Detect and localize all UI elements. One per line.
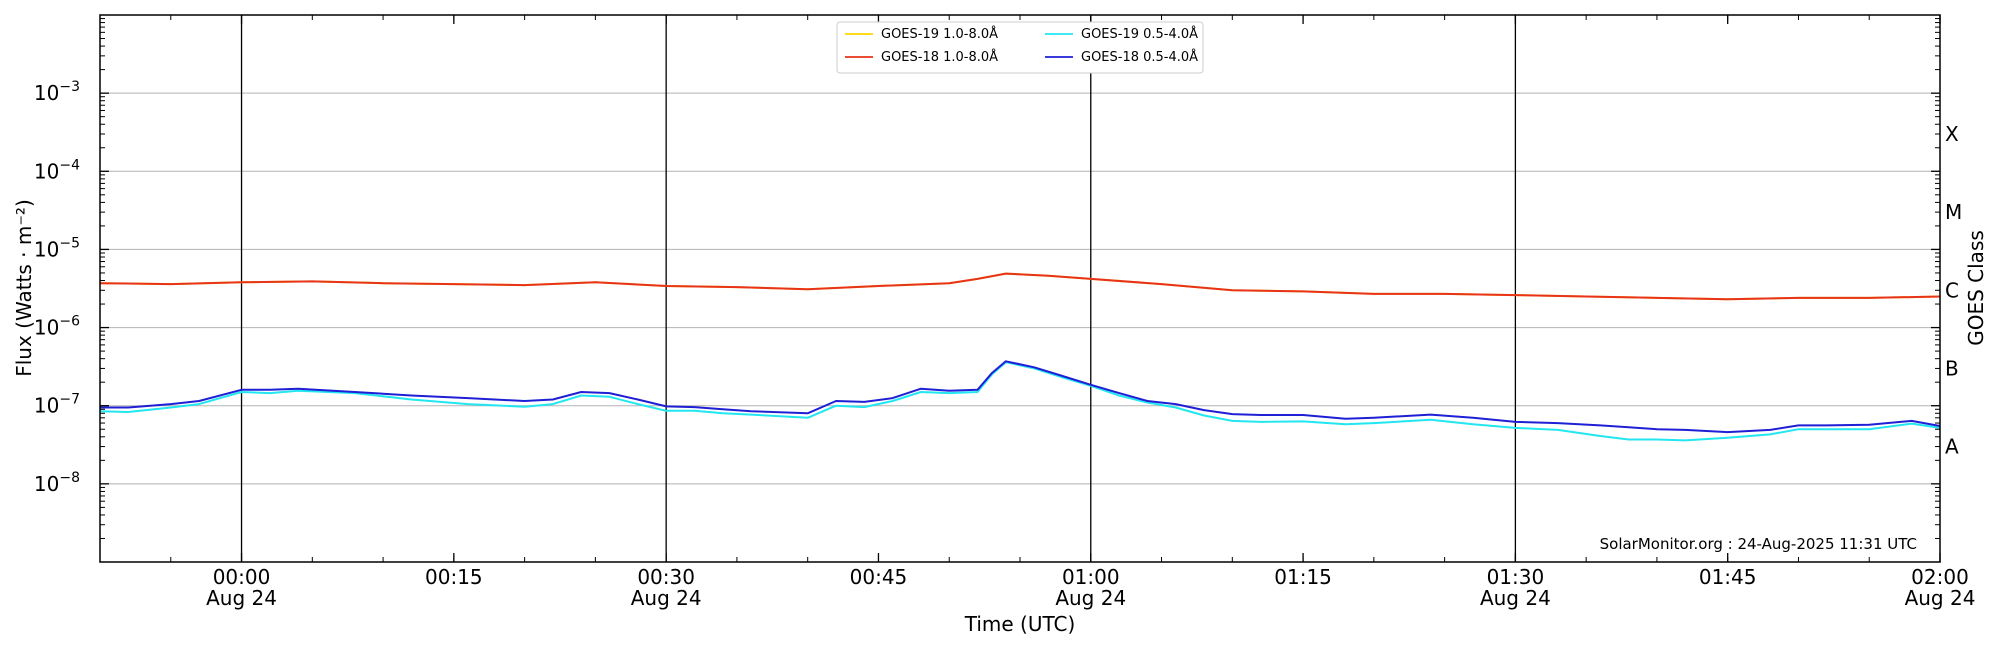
x-tick-time-label: 01:15 <box>1274 565 1332 589</box>
goes-class-label: B <box>1945 356 1959 380</box>
goes-class-label: C <box>1945 278 1959 302</box>
goes-class-label: M <box>1945 200 1962 224</box>
y-axis-label: Flux (Watts · m⁻²) <box>12 199 36 377</box>
x-axis-label: Time (UTC) <box>964 612 1076 636</box>
x-tick-time-label: 01:30 <box>1487 565 1545 589</box>
legend: GOES-19 1.0-8.0Å GOES-18 1.0-8.0Å GOES-19 … <box>836 21 1204 74</box>
series-line <box>99 272 1941 301</box>
legend-label: GOES-18 1.0-8.0Å <box>881 49 998 65</box>
x-tick-time-label: 00:45 <box>850 565 908 589</box>
series-layer <box>99 272 1941 442</box>
x-tick-date-label: Aug 24 <box>1055 586 1126 610</box>
y-tick-label: 10−5 <box>34 235 80 261</box>
y-tick-label: 10−7 <box>34 392 80 418</box>
y-tick-label: 10−8 <box>34 470 80 496</box>
y-tick-label: 10−4 <box>34 157 80 183</box>
grid-layer <box>100 92 1940 485</box>
x-tick-time-label: 00:30 <box>637 565 695 589</box>
x-tick-date-label: Aug 24 <box>1480 586 1551 610</box>
x-tick-date-label: Aug 24 <box>631 586 702 610</box>
y-axis-ticks: 10−8 10−7 10−6 10−5 10−4 10−3 <box>34 18 1940 539</box>
x-tick-time-label: 00:15 <box>425 565 483 589</box>
x-tick-time-label: 01:45 <box>1699 565 1757 589</box>
vertical-day-lines <box>240 15 1517 562</box>
right-axis-label: GOES Class <box>1964 230 1988 346</box>
x-tick-date-label: Aug 24 <box>1905 586 1976 610</box>
legend-label: GOES-18 0.5-4.0Å <box>1081 49 1198 65</box>
y-tick-label: 10−3 <box>34 79 80 105</box>
goes-class-label: X <box>1945 122 1959 146</box>
legend-box <box>836 21 1204 74</box>
legend-label: GOES-19 1.0-8.0Å <box>881 26 998 42</box>
y-tick-label: 10−6 <box>34 314 80 340</box>
goes-class-axis: A B C M X <box>1945 122 1962 459</box>
legend-label: GOES-19 0.5-4.0Å <box>1081 26 1198 42</box>
x-tick-time-label: 00:00 <box>213 565 271 589</box>
x-tick-time-label: 02:00 <box>1911 565 1969 589</box>
x-tick-date-label: Aug 24 <box>206 586 277 610</box>
series-line <box>100 360 1941 434</box>
source-annotation: SolarMonitor.org : 24-Aug-2025 11:31 UTC <box>1600 535 1917 553</box>
goes-class-label: A <box>1945 435 1959 459</box>
x-tick-time-label: 01:00 <box>1062 565 1120 589</box>
